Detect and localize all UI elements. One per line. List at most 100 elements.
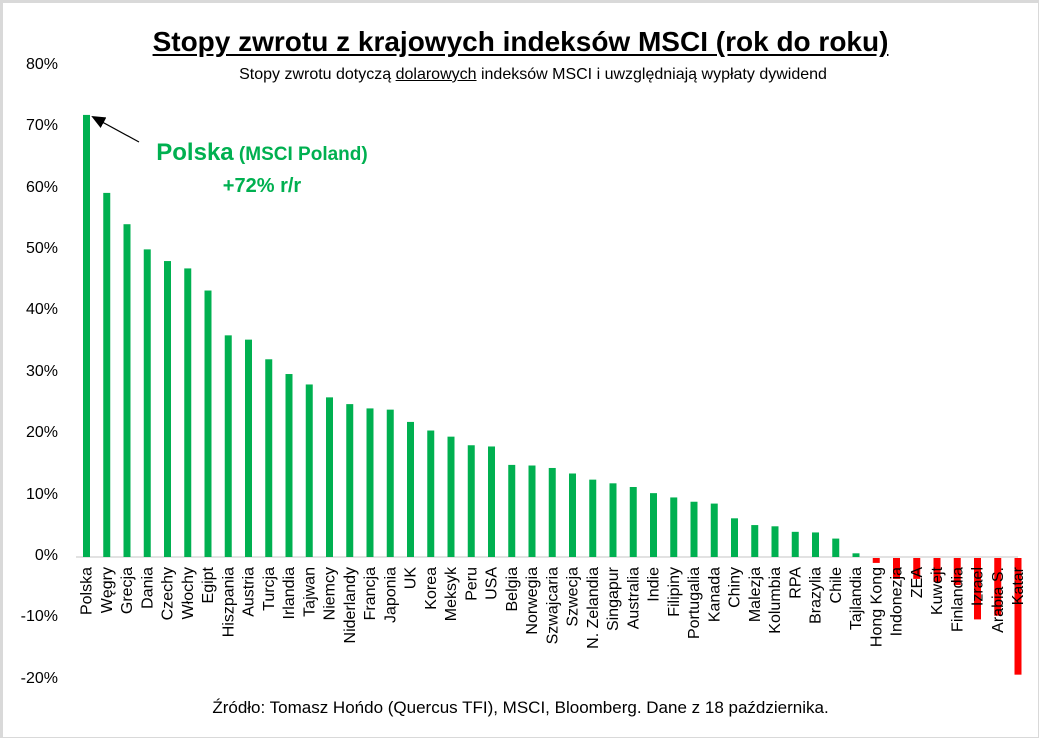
source-note: Źródło: Tomasz Hońdo (Quercus TFI), MSCI… [212,698,829,717]
bar-australia [629,487,637,557]
bar-katar [1014,558,1022,675]
x-tick-label: Belgia [504,567,521,612]
x-tick-label: Włochy [180,567,197,619]
x-tick-label: Chiny [727,567,744,608]
x-tick-label: Hong Kong [868,567,885,647]
x-tick-label: ZEA [909,567,926,598]
annotation-arrow-icon [91,116,140,143]
chart-title: Stopy zwrotu z krajowych indeksów MSCI (… [152,26,889,57]
bar-tajwan [305,384,313,557]
bar-grecja [123,224,131,557]
bar-n-zelandia [589,479,597,557]
x-tick-label: Izrael [970,567,987,606]
chart-subtitle: Stopy zwrotu dotyczą dolarowych indeksów… [239,66,827,83]
x-tick-label: Hiszpania [220,567,237,637]
x-tick-label: Szwajcaria [544,567,561,644]
x-tick-label: Finlandia [949,567,966,632]
bar-austria [245,339,252,557]
bar-dania [143,249,151,558]
x-tick-label: Francja [362,567,379,620]
x-tick-label: Japonia [382,567,399,623]
bar-czechy [164,261,171,557]
x-tick-label: Portugalia [686,567,703,639]
polska-annotation: Polska (MSCI Poland) +72% r/r [156,139,368,197]
y-tick-label: 0% [34,547,58,564]
bar-hiszpania [224,335,232,557]
x-tick-label: Australia [625,567,642,629]
bar-chiny [731,518,738,557]
bar-kolumbia [771,526,779,557]
x-tick-label: Katar [1010,566,1027,605]
x-tick-label: Brazylia [808,567,825,624]
bar-izrael [974,558,981,620]
x-tick-label: Singapur [605,566,622,631]
x-tick-label: Niderlandy [342,567,359,643]
bar-hong-kong [872,558,880,563]
bar-egipt [204,290,212,557]
bar-węgry [103,192,111,557]
x-tick-label: Turcja [261,567,278,611]
y-tick-label: 60% [25,178,58,196]
bar-kuwejt [933,558,941,582]
bar-finlandia [953,558,961,586]
bar-polska [83,114,90,558]
bar-francja [366,408,374,557]
bar-korea [427,430,435,557]
bar-chile [832,538,840,557]
bar-indonezja [893,558,900,579]
y-tick-label: 70% [25,117,58,135]
bar-włochy [184,268,192,557]
x-tick-label: Niemcy [322,567,339,620]
x-tick-label: Tajwan [301,567,318,617]
x-tick-label: Dania [139,567,156,609]
bar-tajlandia [852,553,860,557]
y-tick-label: -20% [20,669,58,687]
x-tick-label: Kolumbia [767,567,784,634]
bar-japonia [386,409,394,557]
bar-portugalia [690,501,698,557]
bar-niemcy [326,397,333,557]
x-tick-label: Czechy [160,567,177,620]
bar-niderlandy [346,404,354,557]
y-tick-label: -10% [20,608,58,626]
bar-rpa [791,531,799,557]
bar-irlandia [285,374,293,557]
bar-singapur [609,483,617,557]
bar-norwegia [528,465,536,557]
x-tick-label: Korea [423,567,440,610]
bar-meksyk [447,436,455,557]
x-tick-label: Polska [79,567,96,615]
x-tick-label: Filipiny [666,567,683,617]
x-tick-label: Malezja [747,567,764,622]
x-tick-label: USA [484,567,501,600]
x-tick-label: Grecja [119,567,136,614]
x-tick-label: Kuwejt [929,566,946,615]
y-tick-label: 20% [25,424,58,442]
x-tick-label: Norwegia [524,567,541,635]
bar-kanada [710,503,718,557]
bar-brazylia [812,532,819,557]
bar-szwecja [569,473,576,557]
x-tick-label: Peru [463,567,480,601]
bar-uk [407,421,414,557]
x-tick-label: RPA [787,567,804,599]
x-tick-label: UK [403,567,420,590]
y-tick-label: 10% [25,485,58,503]
x-tick-label: Indie [646,567,663,602]
x-tick-label: Szwecja [565,567,582,627]
x-tick-label: Egipt [200,566,217,603]
x-tick-label: Austria [241,567,258,617]
bar-filipiny [670,497,678,557]
x-tick-label: Kanada [706,567,723,622]
y-tick-label: 50% [25,240,58,257]
bar-arabia-s- [994,558,1002,616]
bar-indie [650,493,657,557]
y-tick-label: 30% [25,362,58,380]
bar-szwajcaria [548,467,556,557]
bar-turcja [265,359,273,557]
bar-zea [913,558,921,579]
x-tick-label: Indonezja [889,567,906,636]
bar-peru [467,445,475,557]
